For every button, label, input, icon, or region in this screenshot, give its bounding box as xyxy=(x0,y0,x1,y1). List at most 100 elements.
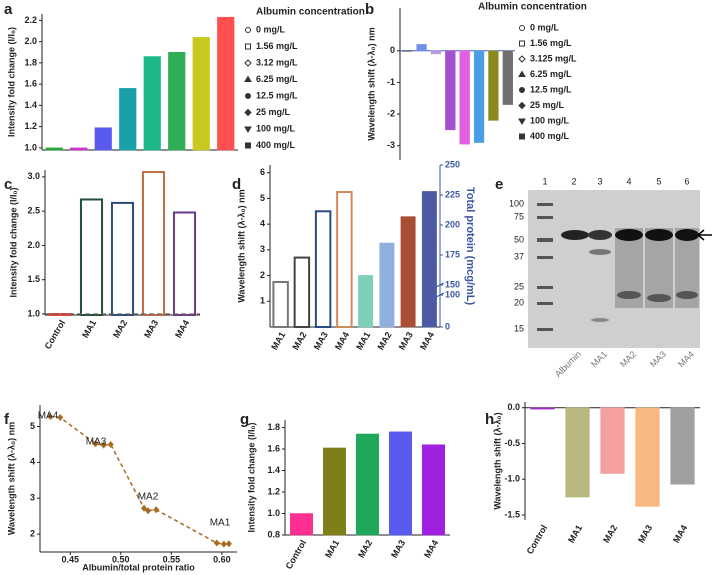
x-tick-label: MA1 xyxy=(80,318,98,339)
x-tick-label: 0.55 xyxy=(163,554,181,564)
data-point xyxy=(107,440,114,448)
legend-symbol xyxy=(519,25,525,31)
legend-symbol xyxy=(245,142,251,149)
y-tick-label: 3.0 xyxy=(27,171,40,181)
legend-symbol xyxy=(518,118,526,125)
bar xyxy=(168,52,186,151)
y-tick-label: 1.6 xyxy=(267,443,280,453)
legend-symbol xyxy=(244,59,252,67)
y2-tick-label: 225 xyxy=(445,189,460,199)
band xyxy=(561,230,589,240)
ladder xyxy=(537,203,553,331)
bar xyxy=(445,50,456,131)
bar xyxy=(670,407,695,485)
legend-label: 3.12 mg/L xyxy=(256,57,298,67)
lane-label: MA4 xyxy=(676,349,696,369)
bar xyxy=(79,198,104,316)
y-tick-label: -0.5 xyxy=(504,438,520,448)
y-axis-label: Intensity fold change (I/I₀) xyxy=(6,27,16,137)
y-tick-label: -3 xyxy=(387,140,395,150)
y2-tick-label: 100 xyxy=(445,289,460,299)
legend-symbol xyxy=(245,43,251,50)
x-tick-label: MA3 xyxy=(636,523,654,544)
y-tick-label: 5 xyxy=(260,193,265,203)
y2-tick-label: 175 xyxy=(445,249,460,259)
y-tick-label: 2 xyxy=(30,528,35,538)
bar xyxy=(422,444,445,536)
x-tick-label: MA3 xyxy=(312,330,330,351)
panel-label: d xyxy=(232,176,241,193)
band xyxy=(591,318,609,322)
panel-label: g xyxy=(240,411,249,428)
legend-label: 6.25 mg/L xyxy=(256,74,298,84)
y-tick-label: 1.0 xyxy=(267,508,280,518)
lane-number: 1 xyxy=(542,176,547,186)
data-point xyxy=(225,540,232,548)
y-tick-label: 3 xyxy=(30,493,35,503)
bar xyxy=(488,50,499,121)
y2-tick-label: 150 xyxy=(445,279,460,289)
lane-number: 6 xyxy=(684,176,689,186)
bar xyxy=(389,431,412,536)
x-tick-label: MA2 xyxy=(111,318,129,339)
legend-symbol xyxy=(518,101,526,110)
y-tick-label: 1.0 xyxy=(24,142,37,152)
y-tick-label: 0 xyxy=(390,45,395,55)
lane-number: 3 xyxy=(597,176,602,186)
y-tick-label: 1.2 xyxy=(24,121,37,131)
x-tick-label: MA2 xyxy=(601,523,619,544)
annotation: MA2 xyxy=(138,492,159,503)
y-tick-label: 6 xyxy=(260,167,265,177)
bar xyxy=(530,407,555,410)
bar xyxy=(400,216,416,328)
x-tick-label: MA2 xyxy=(290,330,308,351)
bar xyxy=(421,191,437,328)
legend-label: 1.56 mg/L xyxy=(530,38,572,48)
x-tick-label: MA1 xyxy=(323,538,341,559)
y-tick-label: 0.8 xyxy=(267,529,280,539)
legend-symbol xyxy=(519,133,525,140)
y-tick-label: 2.0 xyxy=(24,36,37,46)
y-axis-label: Wavelength shift (λ-λ₀) nm xyxy=(236,189,246,302)
y-tick-label: 2.5 xyxy=(27,206,40,216)
data-point xyxy=(100,441,107,449)
y-tick-label: 2.0 xyxy=(27,240,40,250)
bar xyxy=(416,44,427,52)
x-tick-label: MA1 xyxy=(269,330,287,351)
y-axis-label: Wavelength shift (λ-λ₀) nm xyxy=(6,422,16,535)
x-tick-label: MA4 xyxy=(173,318,191,339)
y-tick-label: 4 xyxy=(30,457,35,467)
annotation: MA3 xyxy=(86,437,107,448)
band xyxy=(676,291,698,299)
x-tick-label: MA4 xyxy=(422,538,440,559)
bar xyxy=(94,127,112,151)
band xyxy=(589,249,611,255)
data-point xyxy=(92,440,99,448)
bar xyxy=(635,407,660,507)
legend-symbol xyxy=(245,27,251,33)
legend-symbol xyxy=(518,70,526,77)
legend-label: 12.5 mg/L xyxy=(530,84,572,94)
x-tick-label: Control xyxy=(284,538,309,571)
band xyxy=(645,229,673,241)
y2-tick-label: 200 xyxy=(445,219,460,229)
legend-symbol xyxy=(244,126,252,133)
y-axis-label: Intensity fold change (I/I₀) xyxy=(8,187,18,297)
data-point xyxy=(213,539,220,547)
marker-label: 20 xyxy=(514,297,524,307)
legend-label: 100 mg/L xyxy=(530,115,570,125)
bar xyxy=(358,275,374,328)
panel-label: h xyxy=(485,411,494,428)
x-tick-label: MA3 xyxy=(142,318,160,339)
y-tick-label: -2 xyxy=(387,108,395,118)
gel-background xyxy=(528,190,700,348)
gel-graphic xyxy=(528,190,712,348)
lane-label: MA1 xyxy=(589,349,609,369)
bar xyxy=(172,211,197,316)
x-tick-label: MA3 xyxy=(397,330,415,351)
legend-title: Albumin concentration xyxy=(478,2,587,13)
bar xyxy=(473,50,485,143)
lane-label: MA2 xyxy=(618,349,638,369)
legend-label: 100 mg/L xyxy=(256,123,296,133)
band xyxy=(675,229,699,241)
